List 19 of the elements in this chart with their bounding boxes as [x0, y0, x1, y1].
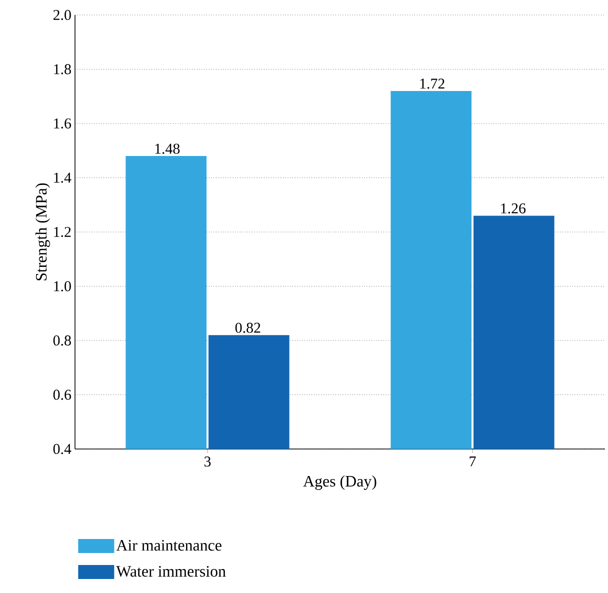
legend-label: Water immersion — [116, 566, 226, 577]
y-tick-label: 1.2 — [54, 226, 71, 238]
y-tick-label: 1.4 — [54, 172, 72, 183]
x-tick-label: 3 — [204, 456, 211, 467]
y-tick-label: 1.8 — [54, 64, 71, 74]
y-axis-title: Strength (MPa) — [35, 183, 50, 280]
legend-label: Air maintenance — [116, 540, 222, 551]
y-tick-label: 2.0 — [53, 10, 71, 20]
y-tick-label: 0.6 — [53, 390, 72, 400]
x-tick-label: 7 — [470, 456, 476, 466]
data-label: 1.72 — [420, 78, 444, 89]
data-label: 1.48 — [155, 144, 180, 154]
data-label: 1.26 — [501, 203, 526, 214]
y-tick-label: 1.6 — [54, 118, 72, 129]
y-tick-label: 1.0 — [54, 281, 71, 292]
x-axis-title: Ages (Day) — [303, 475, 376, 490]
data-label: 0.82 — [235, 322, 260, 333]
y-tick-label: 0.8 — [53, 335, 71, 346]
y-tick-label: 0.4 — [53, 444, 72, 454]
